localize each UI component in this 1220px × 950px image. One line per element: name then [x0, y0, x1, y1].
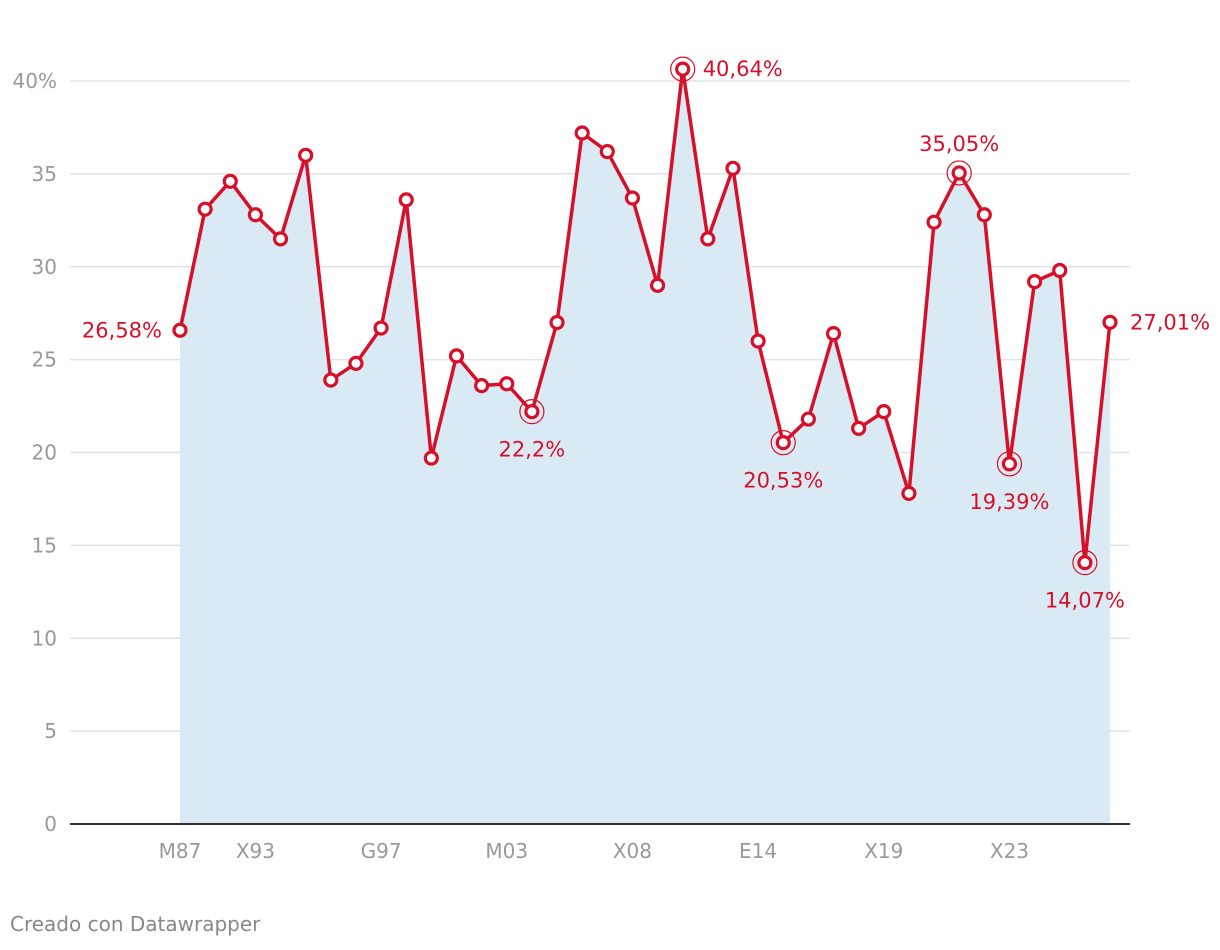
- x-tick-label: M87: [159, 839, 202, 863]
- data-point: [649, 277, 666, 293]
- data-point: [876, 404, 892, 420]
- data-label: 40,64%: [703, 57, 783, 81]
- data-point: [725, 160, 741, 176]
- highlight-ring: [519, 399, 545, 425]
- y-tick-label: 30: [32, 255, 57, 279]
- data-point: [398, 192, 414, 208]
- y-tick-label: 0: [44, 812, 57, 836]
- data-label: 19,39%: [969, 490, 1049, 514]
- data-point: [499, 376, 515, 392]
- data-point: [323, 372, 339, 388]
- data-point: [222, 173, 238, 189]
- data-point: [951, 165, 967, 181]
- x-tick-label: X93: [236, 839, 275, 863]
- highlight-ring: [946, 160, 972, 186]
- data-point: [1102, 314, 1118, 330]
- data-label: 26,58%: [82, 318, 162, 342]
- data-label: 27,01%: [1130, 310, 1210, 334]
- data-point: [825, 326, 842, 342]
- data-point: [976, 207, 992, 223]
- y-tick-label: 35: [32, 162, 57, 186]
- highlight-ring: [996, 451, 1023, 477]
- data-point: [172, 322, 188, 338]
- data-point: [800, 411, 816, 427]
- data-point: [1026, 274, 1043, 290]
- data-point: [197, 201, 213, 217]
- credit-text: Creado con Datawrapper: [10, 912, 261, 936]
- data-point: [1052, 262, 1068, 279]
- data-point: [247, 207, 264, 223]
- data-label: 20,53%: [743, 469, 823, 493]
- data-point: [298, 147, 314, 163]
- series-area: [180, 69, 1110, 824]
- data-labels: 26,58% 22,2% 40,64% 20,53% 35,05% 19,39% 14,07…: [82, 57, 1210, 613]
- data-point: [901, 485, 917, 501]
- y-tick-label: 10: [32, 626, 57, 650]
- x-tick-label: X08: [613, 839, 652, 863]
- data-point: [851, 420, 867, 436]
- highlight-ring: [770, 430, 796, 456]
- data-point: [448, 348, 465, 364]
- data-point: [926, 214, 942, 230]
- data-point: [474, 378, 490, 394]
- data-point: [624, 190, 641, 206]
- data-point: [750, 333, 766, 349]
- y-tick-label: 5: [44, 719, 57, 743]
- data-point: [574, 125, 590, 141]
- highlight-ring: [1072, 550, 1098, 576]
- x-tick-label: X19: [864, 839, 903, 863]
- y-tick-label: 40%: [13, 69, 57, 93]
- data-point: [599, 143, 615, 160]
- data-point: [675, 61, 691, 77]
- data-point: [700, 231, 716, 247]
- y-axis-ticks: 0 5 10 15 20 25 30 35 40%: [13, 69, 57, 836]
- data-point: [1001, 456, 1018, 472]
- data-point: [373, 320, 389, 336]
- y-tick-label: 20: [32, 441, 57, 465]
- x-tick-label: E14: [739, 839, 777, 863]
- data-point: [775, 435, 791, 451]
- x-tick-label: M03: [485, 839, 528, 863]
- data-point: [272, 231, 289, 247]
- data-point: [1077, 555, 1093, 571]
- y-tick-label: 25: [32, 348, 57, 372]
- data-label: 35,05%: [919, 132, 999, 156]
- highlight-ring: [670, 56, 696, 82]
- data-point: [524, 404, 540, 420]
- y-tick-label: 15: [32, 533, 57, 557]
- data-point: [423, 450, 439, 466]
- data-point: [348, 355, 364, 371]
- data-points: [172, 56, 1118, 576]
- x-axis-ticks: M87 X93 G97 M03 X08 E14 X19 X23: [159, 839, 1029, 863]
- data-label: 22,2%: [499, 438, 566, 462]
- x-tick-label: G97: [361, 839, 402, 863]
- x-tick-label: X23: [990, 839, 1029, 863]
- data-label: 14,07%: [1045, 589, 1125, 613]
- data-point: [549, 314, 565, 331]
